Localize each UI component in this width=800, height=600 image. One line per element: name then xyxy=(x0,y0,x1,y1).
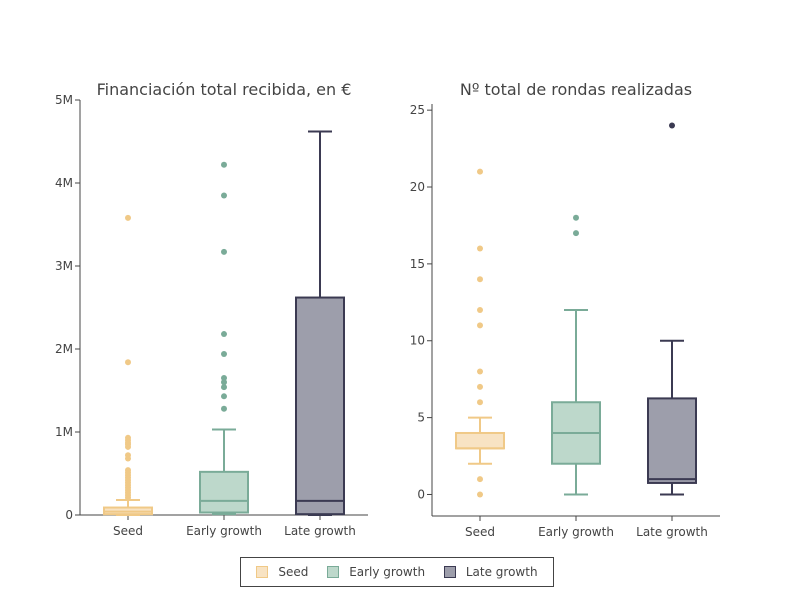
funding-early-growth-outlier-point[interactable] xyxy=(221,350,227,357)
rounds-seed-outlier-point[interactable] xyxy=(477,491,483,498)
legend-label-early-growth: Early growth xyxy=(349,565,426,579)
funding-early-growth-outlier-point[interactable] xyxy=(221,161,227,168)
funding-seed-outlier-point[interactable] xyxy=(125,443,131,450)
rounds-seed-outlier-point[interactable] xyxy=(477,476,483,483)
funding-y-tick-label: 1M xyxy=(55,425,73,439)
funding-early-growth-x-tick-label: Early growth xyxy=(186,524,262,538)
funding-boxplot-panel: 0 1M 2M 3M 4M 5M Seed Early growth Late growth xyxy=(55,93,368,538)
rounds-seed-outlier-point[interactable] xyxy=(477,307,483,313)
funding-early-growth-outlier-point[interactable] xyxy=(221,375,227,382)
legend-swatch-late-growth xyxy=(443,566,456,578)
legend-item-early-growth[interactable]: Early growth xyxy=(327,565,425,579)
rounds-late-growth-box[interactable] xyxy=(647,397,697,484)
rounds-y-tick-label: 0 xyxy=(417,487,425,501)
chart-title-funding: Financiación total recibida, en € xyxy=(97,80,352,99)
funding-early-growth-outlier-point[interactable] xyxy=(221,405,227,412)
rounds-y-tick-label: 5 xyxy=(417,411,425,425)
rounds-seed-outlier-point[interactable] xyxy=(477,276,483,283)
funding-y-tick-label: 3M xyxy=(55,259,73,273)
legend-label-late-growth: Late growth xyxy=(465,565,538,579)
rounds-seed-outlier-point[interactable] xyxy=(477,322,483,329)
legend-swatch-seed xyxy=(256,566,269,578)
funding-y-tick-label: 0 xyxy=(65,508,73,522)
legend-swatch-early-growth xyxy=(327,566,340,578)
legend-label-seed: Seed xyxy=(278,565,309,579)
rounds-early-growth-x-tick-label: Early growth xyxy=(538,525,614,539)
funding-seed-x-tick-label: Seed xyxy=(113,524,143,538)
funding-seed-outlier-point[interactable] xyxy=(125,359,131,366)
rounds-early-growth-outlier-point[interactable] xyxy=(573,230,579,237)
funding-y-tick-label: 5M xyxy=(55,93,73,107)
funding-y-tick-label: 2M xyxy=(55,342,73,356)
rounds-seed-outlier-point[interactable] xyxy=(477,168,483,175)
legend-item-late-growth[interactable]: Late growth xyxy=(443,565,538,579)
rounds-seed-x-tick-label: Seed xyxy=(465,525,495,539)
funding-early-growth-box[interactable] xyxy=(199,470,249,514)
rounds-seed-outlier-point[interactable] xyxy=(477,245,483,252)
funding-seed-outlier-point[interactable] xyxy=(125,214,131,221)
funding-early-growth-outlier-point[interactable] xyxy=(221,384,227,391)
funding-late-growth-x-tick-label: Late growth xyxy=(284,524,356,538)
rounds-y-tick-label: 10 xyxy=(410,334,425,348)
funding-early-growth-outlier-point[interactable] xyxy=(221,331,227,338)
funding-y-tick-label: 4M xyxy=(55,176,73,190)
legend: Seed Early growth Late growth xyxy=(240,557,554,587)
rounds-early-growth-outlier-point[interactable] xyxy=(573,214,579,221)
funding-seed-outlier-point[interactable] xyxy=(125,494,131,501)
rounds-seed-outlier-point[interactable] xyxy=(477,383,483,390)
legend-item-seed[interactable]: Seed xyxy=(256,565,308,579)
rounds-late-growth-outlier-point[interactable] xyxy=(669,122,675,129)
rounds-y-tick-label: 25 xyxy=(410,103,425,117)
rounds-boxplot-panel: 0 5 10 15 20 25 Seed Early growth Late growth xyxy=(410,103,720,539)
rounds-y-tick-label: 20 xyxy=(410,180,425,194)
funding-seed-outlier-point[interactable] xyxy=(125,455,131,462)
rounds-seed-outlier-point[interactable] xyxy=(477,368,483,375)
rounds-seed-box[interactable] xyxy=(455,431,505,450)
rounds-late-growth-x-tick-label: Late growth xyxy=(636,525,708,539)
funding-early-growth-outlier-point[interactable] xyxy=(221,248,227,255)
funding-early-growth-outlier-point[interactable] xyxy=(221,192,227,199)
rounds-seed-outlier-point[interactable] xyxy=(477,399,483,406)
rounds-y-tick-label: 15 xyxy=(410,257,425,271)
funding-early-growth-outlier-point[interactable] xyxy=(221,393,227,400)
funding-late-growth-box[interactable] xyxy=(295,296,345,516)
funding-early-growth-outlier-point[interactable] xyxy=(221,379,227,386)
chart-title-rounds: Nº total de rondas realizadas xyxy=(460,80,692,99)
